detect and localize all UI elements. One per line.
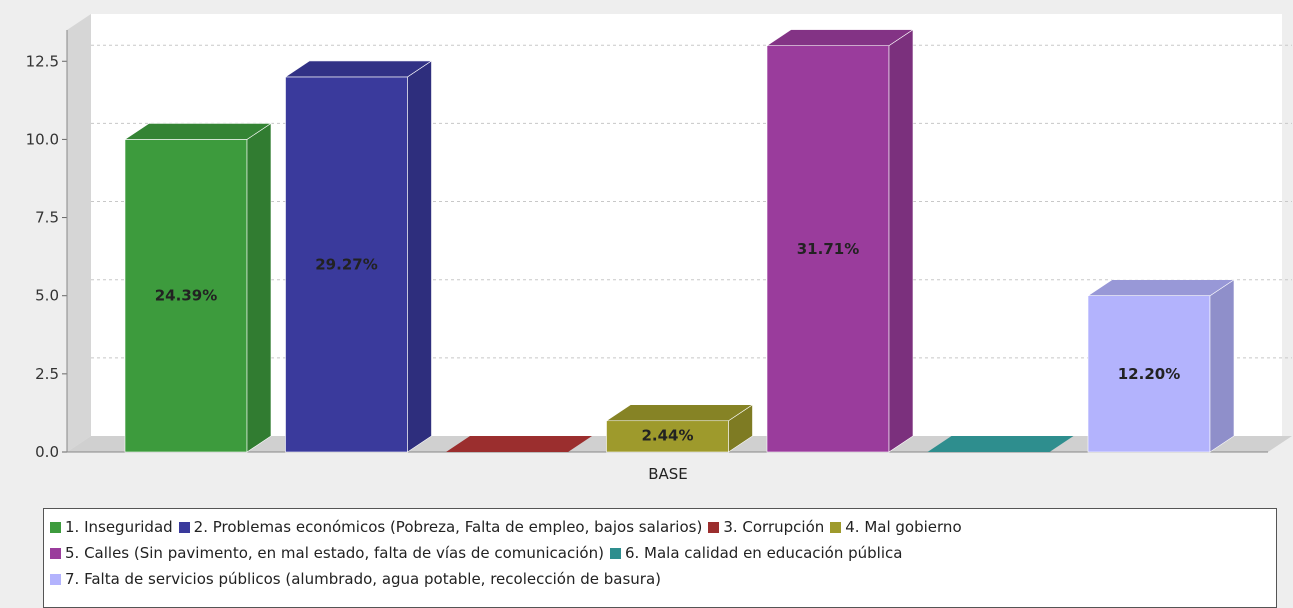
legend-swatch <box>708 522 720 533</box>
legend-swatch <box>178 522 190 533</box>
bar-7: 12.20% <box>1087 279 1235 453</box>
bar-6 <box>927 436 1074 452</box>
y-tick-label: 2.5 <box>35 365 59 383</box>
bar-3 <box>446 436 592 452</box>
legend-swatch <box>609 548 621 559</box>
bar-top <box>124 123 272 140</box>
bar-side <box>246 122 272 453</box>
bar-flat <box>446 436 592 452</box>
legend-item: 1. Inseguridad <box>50 514 173 540</box>
bar-data-label: 12.20% <box>1118 365 1180 383</box>
bar-top <box>284 60 433 78</box>
bar-front <box>766 45 890 453</box>
bar-top <box>605 404 754 422</box>
legend-label: 3. Corrupción <box>723 518 825 536</box>
legend-item: 4. Mal gobierno <box>830 514 962 540</box>
bar-data-label: 29.27% <box>315 255 377 273</box>
x-category-label: BASE <box>648 465 688 483</box>
legend-item: 6. Mala calidad en educación pública <box>609 540 903 566</box>
legend-label: 5. Calles (Sin pavimento, en mal estado,… <box>65 544 604 562</box>
bar-side <box>1209 279 1235 453</box>
bar-chart: 0.0 2.5 5.0 7.5 10.0 12.5 24.39% 29.27% 2.44% 31.… <box>26 14 1292 483</box>
y-tick-label: 10.0 <box>26 130 59 148</box>
legend-row: 1. Inseguridad 2. Problemas económicos (P… <box>50 514 1276 540</box>
chart-legend: 1. Inseguridad 2. Problemas económicos (P… <box>43 508 1277 608</box>
bar-side <box>888 29 914 453</box>
legend-swatch <box>50 522 61 533</box>
y-tick-label: 7.5 <box>35 209 59 227</box>
bar-flat <box>927 436 1074 452</box>
bar-1: 24.39% <box>124 122 272 453</box>
bar-2: 29.27% <box>284 60 433 453</box>
legend-item: 7. Falta de servicios públicos (alumbrad… <box>50 566 661 592</box>
bar-top <box>766 29 914 46</box>
bar-data-label: 31.71% <box>797 240 859 258</box>
bar-front <box>606 420 729 453</box>
bar-side <box>407 60 432 453</box>
legend-row: 7. Falta de servicios públicos (alumbrad… <box>50 566 1276 592</box>
bar-4: 2.44% <box>605 404 754 453</box>
y-tick-label: 5.0 <box>35 287 59 305</box>
bar-top <box>1087 279 1235 297</box>
bar-front <box>285 76 408 453</box>
legend-label: 7. Falta de servicios públicos (alumbrad… <box>65 570 661 588</box>
y-tick-label: 12.5 <box>26 52 59 70</box>
legend-label: 2. Problemas económicos (Pobreza, Falta … <box>193 518 703 536</box>
legend-swatch <box>50 548 61 559</box>
legend-swatch <box>50 574 61 585</box>
legend-row: 5. Calles (Sin pavimento, en mal estado,… <box>50 540 1276 566</box>
legend-item: 3. Corrupción <box>708 514 824 540</box>
legend-label: 6. Mala calidad en educación pública <box>624 544 903 562</box>
legend-item: 2. Problemas económicos (Pobreza, Falta … <box>178 514 703 540</box>
y-tick-label: 0.0 <box>35 443 59 461</box>
bar-5: 31.71% <box>766 29 914 453</box>
bar-front <box>124 139 248 453</box>
bar-data-label: 24.39% <box>155 287 217 305</box>
legend-item: 5. Calles (Sin pavimento, en mal estado,… <box>50 540 604 566</box>
plot-side-wall <box>67 14 91 452</box>
legend-label: 1. Inseguridad <box>65 518 173 536</box>
legend-swatch <box>830 522 842 533</box>
legend-label: 4. Mal gobierno <box>845 518 962 536</box>
bar-data-label: 2.44% <box>641 427 693 445</box>
